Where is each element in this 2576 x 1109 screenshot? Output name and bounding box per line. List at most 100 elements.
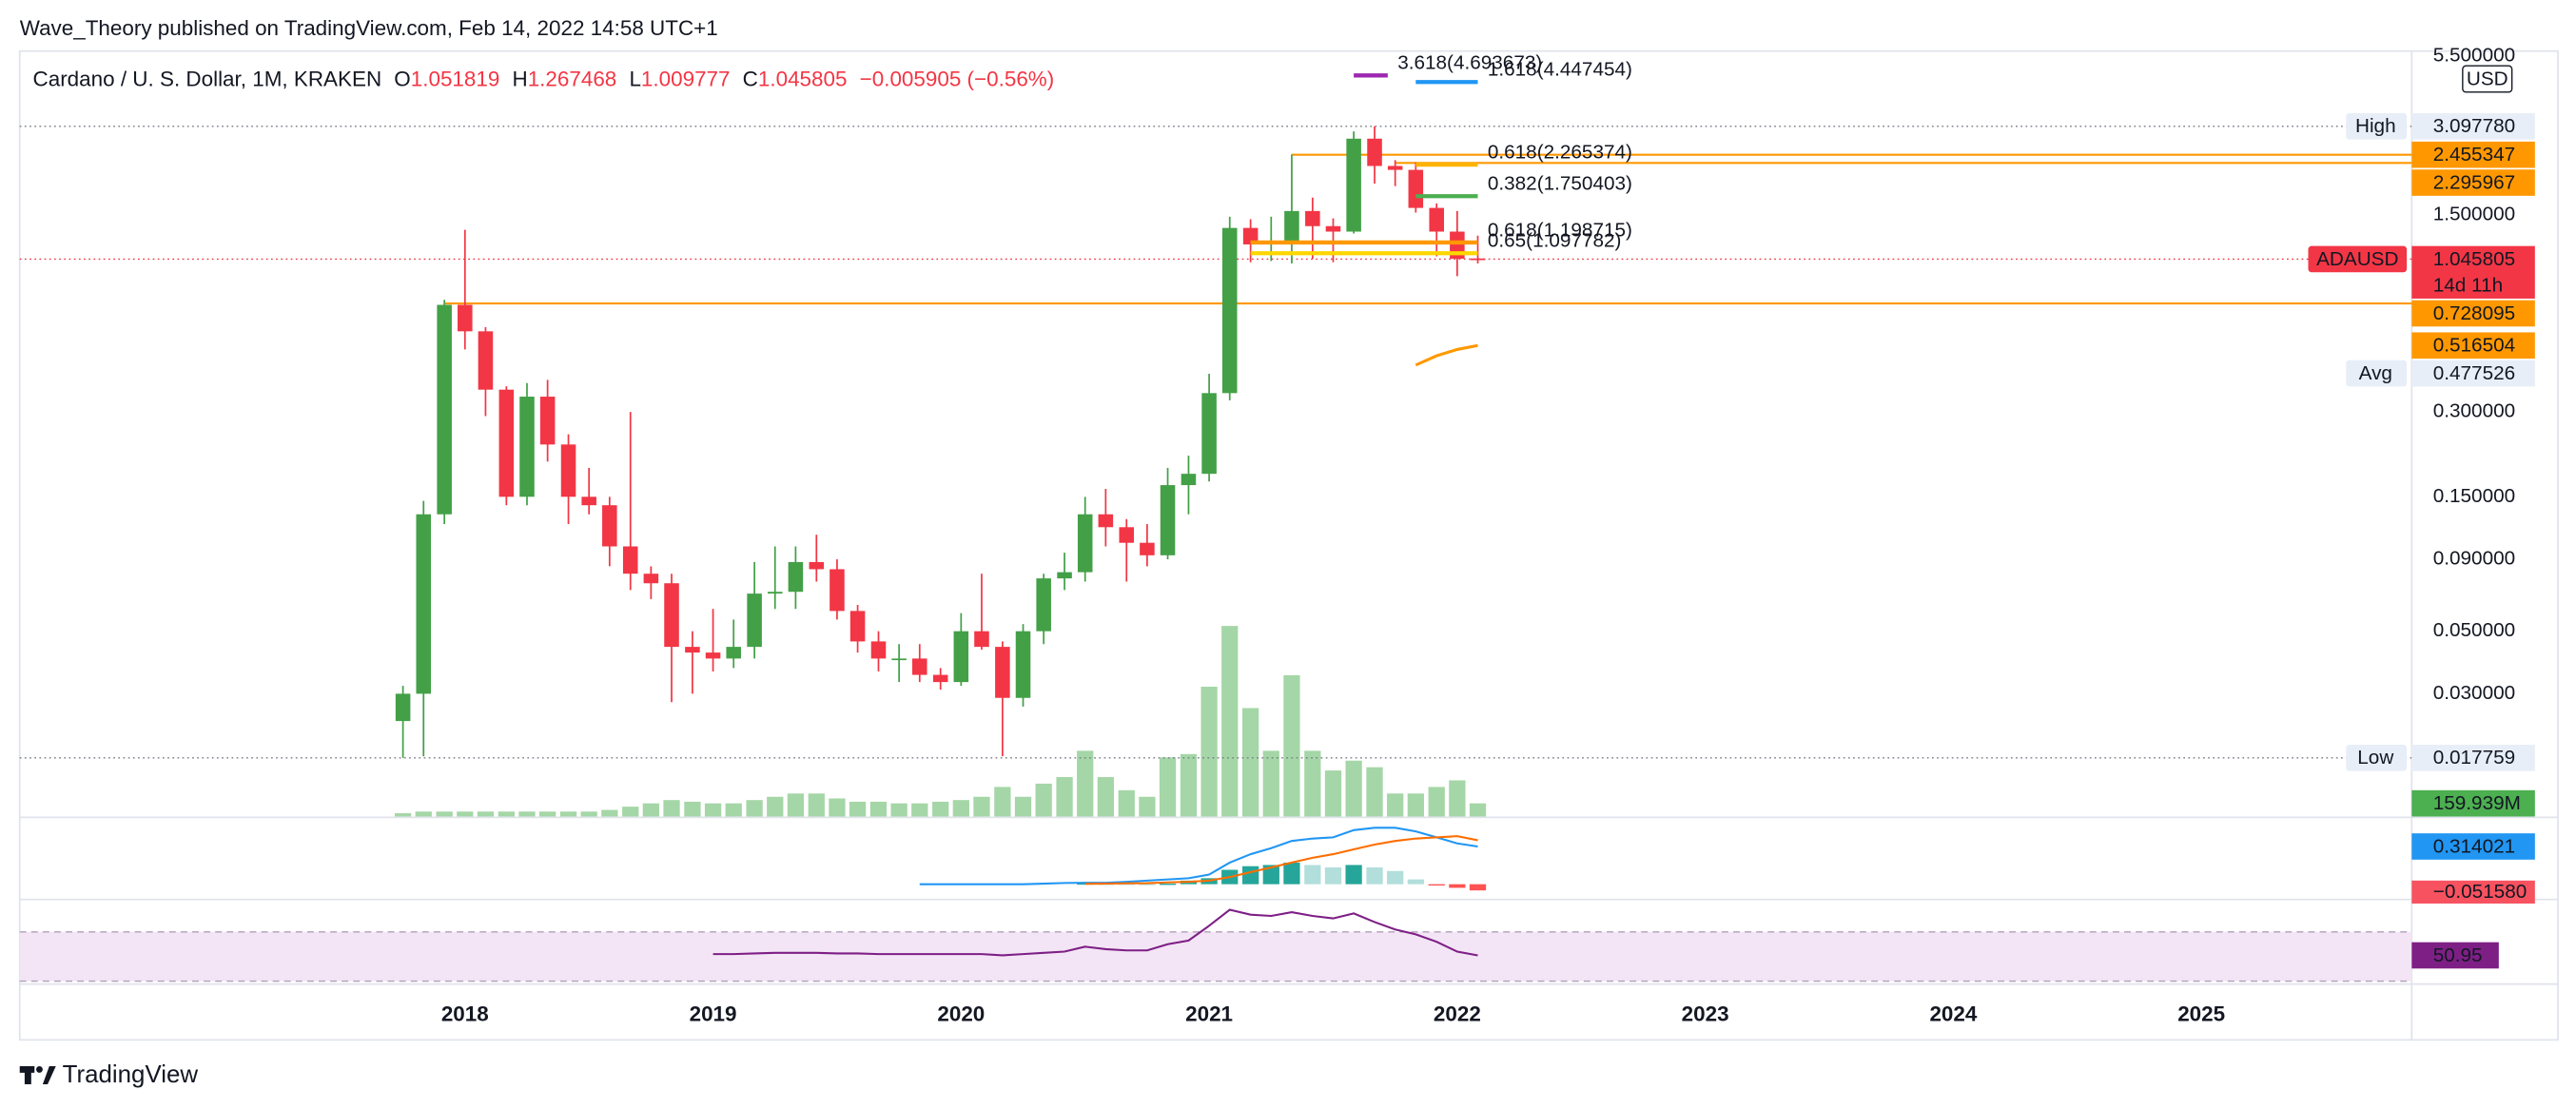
price-label: 0.516504 <box>2433 335 2515 357</box>
footer-brand: TradingView <box>63 1061 199 1088</box>
volume-bar <box>1407 793 1424 817</box>
candle-body <box>974 631 989 648</box>
candle-body <box>809 561 825 570</box>
volume-bar <box>1118 789 1135 817</box>
macd-histogram-bar <box>1159 884 1177 885</box>
legend-change: −0.005905 (−0.56%) <box>860 68 1055 91</box>
candle-body <box>581 496 596 506</box>
macd-histogram-bar <box>1449 884 1466 888</box>
y-tick-label: 0.050000 <box>2433 619 2515 641</box>
candle-body <box>602 505 617 547</box>
volume-bar <box>994 787 1011 817</box>
legend-key: H <box>512 68 527 91</box>
legend-key: C <box>743 68 758 91</box>
volume-bar <box>622 807 639 817</box>
candle-body <box>1325 225 1341 232</box>
candle-body <box>1057 572 1072 579</box>
candle-body <box>932 674 948 683</box>
header-title: Wave_Theory published on TradingView.com… <box>20 16 718 40</box>
legend-value: 1.267468 <box>528 68 617 91</box>
volume-bar <box>580 811 597 817</box>
price-label: 3.097780 <box>2433 115 2515 137</box>
y-tick-label: 0.030000 <box>2433 682 2515 704</box>
candle-body <box>458 304 473 332</box>
volume-bar <box>1159 757 1177 817</box>
volume-bar <box>415 811 432 817</box>
candle-body <box>705 652 721 659</box>
fib-label: 0.382(1.750403) <box>1488 173 1632 195</box>
histogram-label-box <box>2411 880 2535 904</box>
volume-bar <box>829 798 846 817</box>
histogram-label: −0.051580 <box>2433 881 2527 903</box>
macd-histogram-bar <box>1283 862 1300 885</box>
rsi-label-box <box>2411 942 2499 969</box>
candle-body <box>953 631 969 683</box>
candle-body <box>498 389 515 497</box>
price-label: 0.728095 <box>2433 302 2515 324</box>
candle-body <box>622 546 638 574</box>
logo-part <box>42 1065 56 1084</box>
candle-body <box>1201 393 1217 475</box>
volume-bar <box>436 811 453 817</box>
volume-bar <box>1324 770 1342 817</box>
symbol-label-box <box>2308 245 2408 273</box>
candle-body <box>1181 474 1197 486</box>
candle-body <box>747 593 762 648</box>
x-tick-label: 2025 <box>2177 1002 2225 1025</box>
volume-bar <box>601 809 618 817</box>
legend-value: 1.009777 <box>641 68 731 91</box>
macd-histogram-bar <box>1304 865 1321 885</box>
volume-bar <box>1221 626 1239 817</box>
volume-bar <box>746 800 763 817</box>
volume-bar <box>787 793 805 817</box>
x-tick-label: 2024 <box>1929 1002 1977 1025</box>
macd-label-box <box>2411 833 2535 860</box>
candle-body <box>478 331 494 390</box>
volume-bar <box>1056 777 1073 817</box>
currency-box <box>2462 65 2513 93</box>
candle-body <box>519 397 535 497</box>
price-label-box <box>2411 112 2535 140</box>
legend-value: 1.051819 <box>411 68 500 91</box>
candle-body <box>849 611 866 642</box>
candle-body <box>1160 485 1176 555</box>
price-label: 2.455347 <box>2433 144 2515 165</box>
macd-line <box>919 827 1478 885</box>
candle-body <box>1077 514 1093 573</box>
stat-name-box <box>2346 745 2408 771</box>
fib-label: 0.618(2.265374) <box>1488 141 1632 163</box>
x-tick-label: 2019 <box>690 1002 737 1025</box>
price-label: 0.477526 <box>2433 362 2515 384</box>
candle-body <box>1098 514 1114 528</box>
candle-body <box>1015 631 1031 698</box>
volume-bar <box>1077 750 1094 817</box>
volume-bar <box>1097 777 1114 817</box>
candle-body <box>1221 227 1238 394</box>
legend-key: O <box>394 68 410 91</box>
candle-body <box>1387 165 1403 170</box>
volume-bar <box>869 801 888 817</box>
macd-histogram-bar <box>1407 879 1424 885</box>
legend-key: L <box>629 68 640 91</box>
y-tick-label: 0.150000 <box>2433 485 2515 507</box>
price-label-box <box>2411 141 2535 168</box>
volume-bar <box>518 811 536 817</box>
frame <box>18 49 2559 1041</box>
candle-body <box>912 658 927 675</box>
volume-bar <box>559 811 577 817</box>
candle-body <box>1429 207 1444 232</box>
volume-bar <box>849 801 867 817</box>
x-tick-label: 2020 <box>937 1002 985 1025</box>
candle-body <box>395 693 411 722</box>
volume-bar <box>1014 796 1032 817</box>
candle-body <box>643 574 659 584</box>
volume-bar <box>539 811 556 817</box>
price-label-box <box>2411 245 2535 299</box>
rsi-label: 50.95 <box>2433 944 2483 966</box>
volume-bar <box>684 801 701 817</box>
volume-label-box <box>2411 789 2535 817</box>
volume-bar <box>1469 803 1487 817</box>
volume-bar <box>1345 760 1362 817</box>
